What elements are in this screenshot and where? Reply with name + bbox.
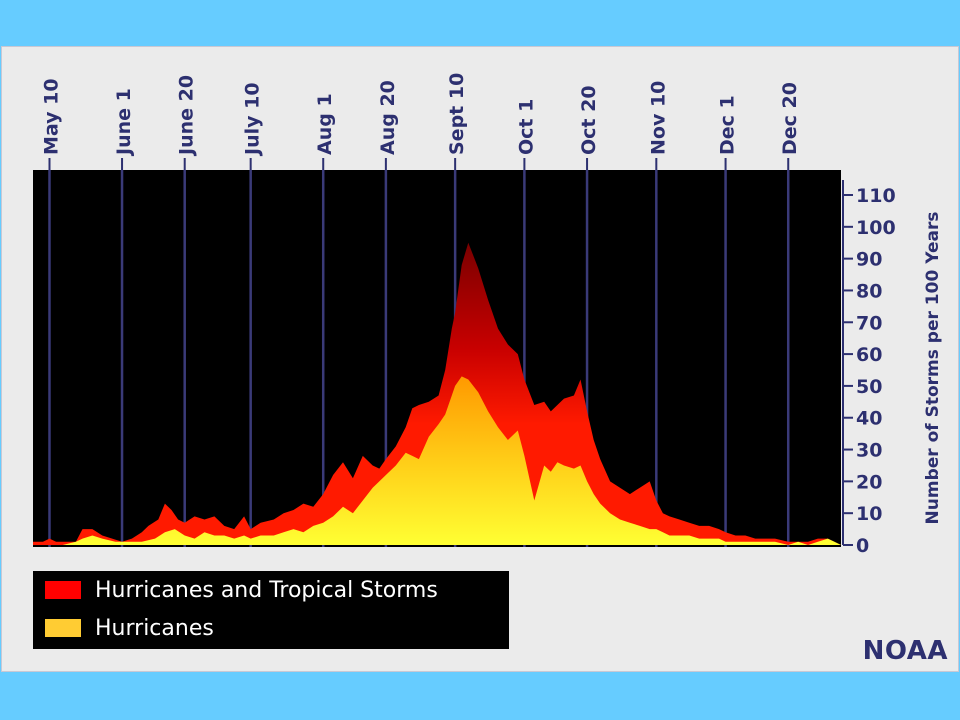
y-tick-label-7: 70 <box>856 312 882 334</box>
y-tick-label-10: 100 <box>856 217 896 239</box>
legend-item-storms: Hurricanes and Tropical Storms <box>45 575 438 605</box>
legend-label-hurricanes: Hurricanes <box>95 615 214 641</box>
x-tick-label-2: June 20 <box>176 75 198 157</box>
noaa-logo: NOAA <box>862 636 948 666</box>
area-hurricanes <box>33 376 841 545</box>
y-tick-label-6: 60 <box>856 344 882 366</box>
y-tick-label-2: 20 <box>856 471 882 493</box>
y-tick-label-5: 50 <box>856 376 882 398</box>
y-tick-label-8: 80 <box>856 280 882 302</box>
y-tick-label-1: 10 <box>856 503 882 525</box>
legend: Hurricanes and Tropical Storms Hurricane… <box>33 571 509 649</box>
x-tick-labels: May 10 June 1 June 20 July 10 Aug 1 Aug 20 Sep… <box>40 73 801 170</box>
y-axis-label: Number of Storms per 100 Years <box>923 212 943 525</box>
legend-label-storms: Hurricanes and Tropical Storms <box>95 577 438 603</box>
x-tick-label-10: Dec 1 <box>717 95 739 155</box>
legend-swatch-hurricanes <box>45 619 81 637</box>
x-tick-label-11: Dec 20 <box>779 82 801 155</box>
x-tick-label-4: Aug 1 <box>314 93 336 155</box>
x-tick-label-7: Oct 1 <box>515 99 537 155</box>
x-tick-label-0: May 10 <box>40 78 62 155</box>
x-tick-label-8: Oct 20 <box>578 85 600 155</box>
x-tick-label-3: July 10 <box>242 82 264 157</box>
x-tick-label-9: Nov 10 <box>647 81 669 155</box>
area-series <box>33 242 841 545</box>
x-tick-label-5: Aug 20 <box>377 80 399 155</box>
legend-swatch-storms <box>45 581 81 599</box>
x-tick-label-1: June 1 <box>113 88 135 157</box>
y-tick-label-3: 30 <box>856 440 882 462</box>
y-tick-label-11: 110 <box>856 185 896 207</box>
y-tick-label-0: 0 <box>856 535 869 557</box>
y-tick-label-9: 90 <box>856 249 882 271</box>
legend-item-hurricanes: Hurricanes <box>45 613 214 643</box>
x-tick-label-6: Sept 10 <box>446 73 468 155</box>
y-tick-label-4: 40 <box>856 408 882 430</box>
y-axis: 0 10 20 30 40 50 60 70 80 90 100 110 <box>842 180 896 557</box>
